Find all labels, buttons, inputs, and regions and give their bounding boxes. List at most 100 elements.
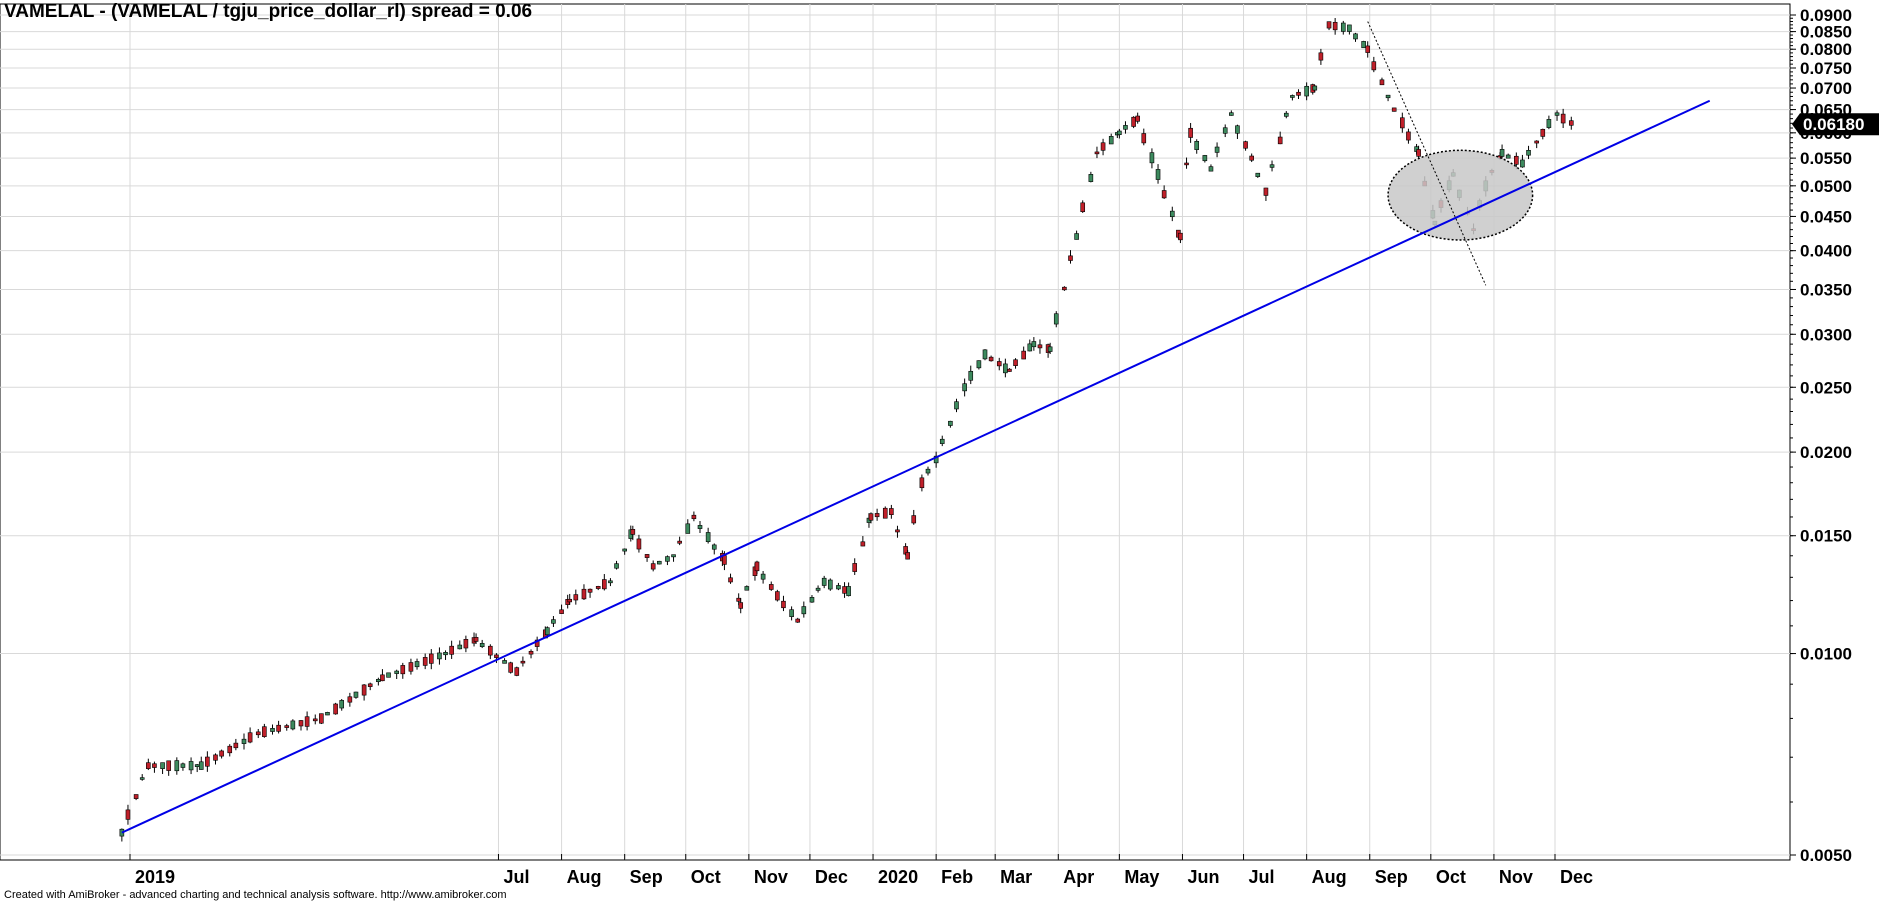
candle-body [1178, 232, 1183, 241]
y-tick-label: 0.0100 [1800, 645, 1852, 664]
candle-body [1560, 113, 1566, 124]
candle-body [1194, 141, 1200, 150]
y-tick-label: 0.0250 [1800, 378, 1852, 397]
candle-body [1416, 149, 1421, 157]
candle-body [188, 761, 194, 771]
candle-body [722, 555, 727, 565]
candle-body [386, 672, 391, 678]
candle-body [656, 560, 662, 565]
candle-body [775, 591, 780, 601]
candle-body [1149, 152, 1155, 164]
x-tick-label: Jul [1249, 867, 1275, 887]
candle-body [559, 609, 564, 614]
candle-body [194, 764, 200, 767]
candle-body [860, 541, 866, 547]
plot-frame [0, 3, 1791, 861]
candle-body [1568, 120, 1574, 126]
candle-body [333, 703, 338, 715]
candle-body [1347, 24, 1352, 32]
candle-body [479, 643, 485, 648]
candle-body [276, 724, 281, 732]
candlestick-series [119, 18, 1574, 842]
candle-body [1400, 117, 1405, 129]
x-tick-label: 2019 [135, 867, 175, 887]
candle-body [1155, 169, 1161, 180]
candle-body [1184, 162, 1189, 166]
candle-body [852, 563, 858, 572]
x-tick-label: Feb [941, 867, 973, 887]
y-tick-label: 0.0550 [1800, 149, 1852, 168]
candle-body [514, 667, 520, 676]
candle-body [1013, 359, 1018, 366]
candle-body [697, 525, 703, 529]
candle-body [1371, 61, 1377, 71]
candle-body [473, 637, 479, 642]
candle-body [760, 573, 766, 580]
x-tick-label: Sep [630, 867, 663, 887]
last-value-label: 0.06180 [1803, 115, 1864, 134]
candle-body [821, 577, 827, 586]
x-tick-label: Oct [1436, 867, 1466, 887]
candle-body [1108, 136, 1114, 145]
candle-body [665, 556, 670, 562]
candle-body [962, 383, 967, 392]
candle-body [911, 515, 917, 524]
candle-body [1161, 190, 1167, 199]
candle-body [353, 691, 359, 698]
candle-body [528, 650, 534, 655]
candle-body [905, 552, 910, 560]
y-tick-label: 0.0850 [1800, 23, 1852, 42]
candle-body [1080, 202, 1086, 213]
candle-body [677, 540, 682, 544]
candle-body [551, 619, 556, 624]
candle-body [1505, 154, 1511, 159]
candle-body [488, 645, 493, 656]
candle-body [1269, 164, 1275, 168]
y-tick-label: 0.0800 [1800, 40, 1852, 59]
candle-body [636, 538, 642, 550]
candle-body [614, 563, 619, 569]
candle-body [1379, 79, 1385, 86]
candle-body [1229, 112, 1234, 116]
candle-body [1263, 187, 1269, 196]
candle-body [728, 577, 733, 583]
candle-body [1068, 255, 1073, 261]
candle-body [160, 762, 165, 769]
candle-body [339, 700, 345, 709]
candle-body [874, 513, 880, 518]
x-tick-label: Jun [1187, 867, 1219, 887]
y-tick-label: 0.0200 [1800, 443, 1852, 462]
candle-body [587, 588, 593, 593]
candle-body [630, 529, 636, 535]
candle-body [954, 401, 959, 410]
candle-body [213, 754, 218, 761]
y-tick-label: 0.0150 [1800, 527, 1852, 546]
candle-body [1406, 131, 1411, 141]
y-tick-label: 0.0700 [1800, 79, 1852, 98]
candle-body [738, 602, 744, 609]
x-tick-label: Dec [815, 867, 848, 887]
candle-body [795, 618, 801, 623]
candle-body [691, 514, 697, 520]
candle-body [1326, 21, 1332, 29]
candle-body [270, 728, 275, 732]
candle-body [644, 554, 650, 558]
candle-body [1214, 146, 1220, 153]
candle-body [437, 652, 442, 660]
candle-body [428, 653, 434, 664]
candle-body [125, 809, 131, 820]
x-tick-label: Nov [754, 867, 788, 887]
candle-body [1222, 127, 1228, 134]
candle-body [304, 716, 310, 727]
candle-body [1047, 346, 1053, 352]
candle-body [939, 438, 945, 444]
candle-body [290, 720, 296, 730]
candle-body [671, 554, 676, 558]
candle-body [1123, 125, 1128, 130]
candle-body [205, 756, 210, 767]
x-axis: Jul 2019 Jul Aug Sep Oct Nov Dec 2020 Feb Mar Apr Ma… [129, 854, 1593, 887]
candle-body [1062, 286, 1067, 291]
candle-body [133, 794, 139, 799]
support-trendline [121, 99, 1711, 834]
candle-body [882, 507, 888, 519]
